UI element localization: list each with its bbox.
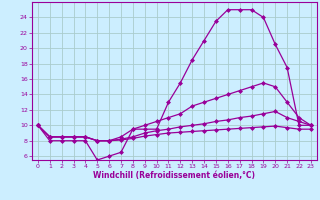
X-axis label: Windchill (Refroidissement éolien,°C): Windchill (Refroidissement éolien,°C) xyxy=(93,171,255,180)
